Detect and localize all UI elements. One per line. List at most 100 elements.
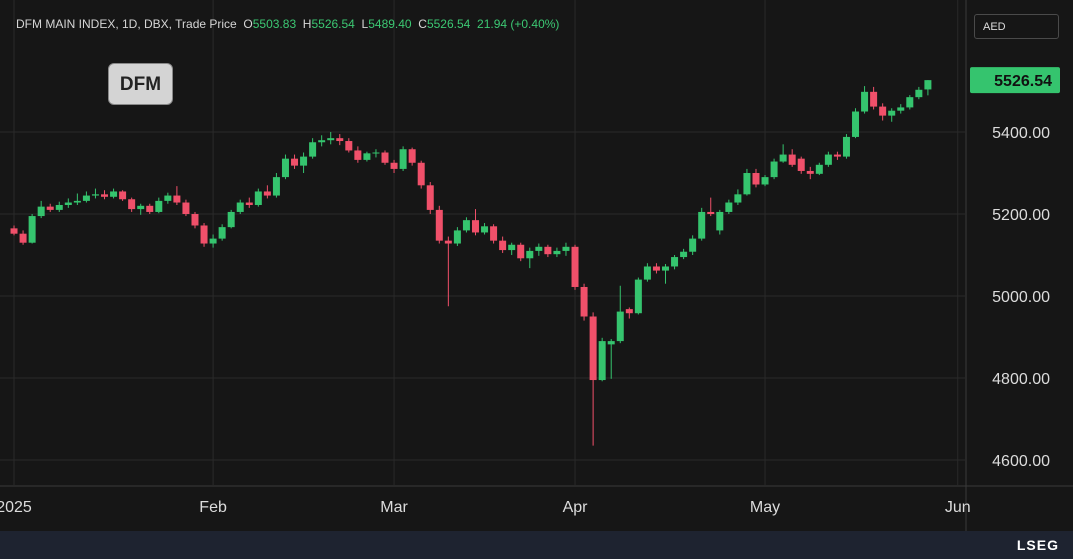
- candle-body: [806, 170, 814, 174]
- candle-body: [643, 266, 651, 280]
- candle-body: [19, 233, 27, 243]
- candle-body: [101, 194, 109, 197]
- y-tick-label: 5200.00: [992, 207, 1050, 224]
- candle-body: [508, 244, 516, 251]
- x-tick-label: Feb: [199, 499, 227, 516]
- candle-body: [815, 164, 823, 174]
- x-tick-label: Jun: [945, 499, 971, 516]
- candle-body: [10, 228, 18, 234]
- candle-body: [327, 138, 335, 141]
- candle-body: [119, 191, 127, 200]
- y-tick-label: 4600.00: [992, 453, 1050, 470]
- candle-body: [499, 240, 507, 251]
- candle-body: [734, 194, 742, 203]
- candle-body: [589, 316, 597, 381]
- candle-body: [191, 214, 199, 226]
- candle-body: [227, 211, 235, 228]
- candle-body: [779, 154, 787, 162]
- candle-body: [526, 250, 534, 259]
- candle-body: [897, 107, 905, 111]
- candle-body: [55, 204, 63, 210]
- chart: 4600.00 4800.00 5000.00 5200.00 5400.00 2025 F…: [0, 0, 1073, 531]
- candle-body: [417, 162, 425, 186]
- candle-body: [164, 195, 172, 201]
- candle-body: [245, 202, 253, 205]
- x-tick-label: 2025: [0, 499, 32, 516]
- candle-body: [770, 161, 778, 178]
- candle-body: [426, 185, 434, 210]
- candle-body: [182, 202, 190, 215]
- y-tick-label: 5400.00: [992, 125, 1050, 142]
- candle-body: [281, 158, 289, 178]
- candle-body: [272, 177, 280, 196]
- symbol-badge[interactable]: DFM: [108, 63, 173, 105]
- candle-body: [444, 240, 452, 244]
- candle-body: [544, 246, 552, 255]
- ohlc-value: 5526.54: [426, 17, 471, 31]
- candle-body: [137, 205, 145, 210]
- last-price-tag: [970, 67, 1060, 94]
- candle-body: [345, 141, 353, 151]
- candle-body: [200, 225, 208, 244]
- candle-body: [300, 156, 308, 166]
- candle-body: [752, 173, 760, 185]
- candle-body: [390, 162, 398, 169]
- candle-body: [842, 136, 850, 157]
- candle-body: [336, 138, 344, 142]
- candle-body: [788, 154, 796, 165]
- ohlc-label: C: [418, 17, 427, 31]
- candle-body: [607, 341, 615, 345]
- candle-body: [833, 154, 841, 157]
- candle-body: [218, 227, 226, 239]
- candle-body: [797, 158, 805, 171]
- candle-body: [372, 152, 380, 154]
- candle-body: [291, 158, 299, 166]
- candle-body: [110, 191, 118, 197]
- candle-body: [553, 250, 561, 255]
- candle-body: [870, 91, 878, 107]
- candle-body: [128, 199, 136, 210]
- x-tick-label: Mar: [380, 499, 408, 516]
- candle-body: [399, 149, 407, 169]
- y-tick-label: 4800.00: [992, 371, 1050, 388]
- candle-body: [146, 205, 154, 212]
- change-value: 21.94 (+0.40%): [477, 17, 560, 31]
- candle-body: [725, 202, 733, 212]
- currency-selector[interactable]: AED: [974, 14, 1059, 39]
- candle-body: [37, 206, 45, 217]
- brand-logo: LSEG: [1016, 537, 1059, 553]
- candle-body: [716, 211, 724, 231]
- candle-body: [743, 173, 751, 195]
- candle-body: [625, 309, 633, 314]
- candle-body: [888, 110, 896, 116]
- candle-body: [82, 195, 90, 201]
- candle-body: [924, 80, 932, 90]
- candle-body: [598, 341, 606, 381]
- candle-body: [209, 238, 217, 244]
- candle-body: [236, 202, 244, 212]
- candle-body: [155, 200, 163, 212]
- candle-body: [761, 177, 769, 185]
- candle-body: [580, 286, 588, 317]
- candle-body: [64, 202, 72, 205]
- candle-body: [680, 251, 688, 258]
- candle-body: [408, 149, 416, 163]
- ohlc-value: 5526.54: [311, 17, 355, 31]
- candle-body: [861, 91, 869, 112]
- ohlc-value: 5489.40: [368, 17, 412, 31]
- ohlc-value: 5503.83: [252, 17, 297, 31]
- candle-body: [318, 140, 326, 143]
- candle-body: [254, 191, 262, 205]
- x-tick-label: Apr: [563, 499, 589, 516]
- candle-body: [915, 89, 923, 98]
- candle-body: [652, 266, 660, 271]
- y-tick-label: 5000.00: [992, 289, 1050, 306]
- candle-body: [173, 195, 181, 203]
- candle-body: [363, 153, 371, 160]
- last-price-label: 5526.54: [994, 73, 1052, 90]
- candle-body: [535, 246, 543, 251]
- ohlc-label: H: [302, 17, 312, 31]
- legend-header: DFM MAIN INDEX, 1D, DBX, Trade Price O55…: [16, 17, 559, 31]
- candle-body: [309, 142, 317, 157]
